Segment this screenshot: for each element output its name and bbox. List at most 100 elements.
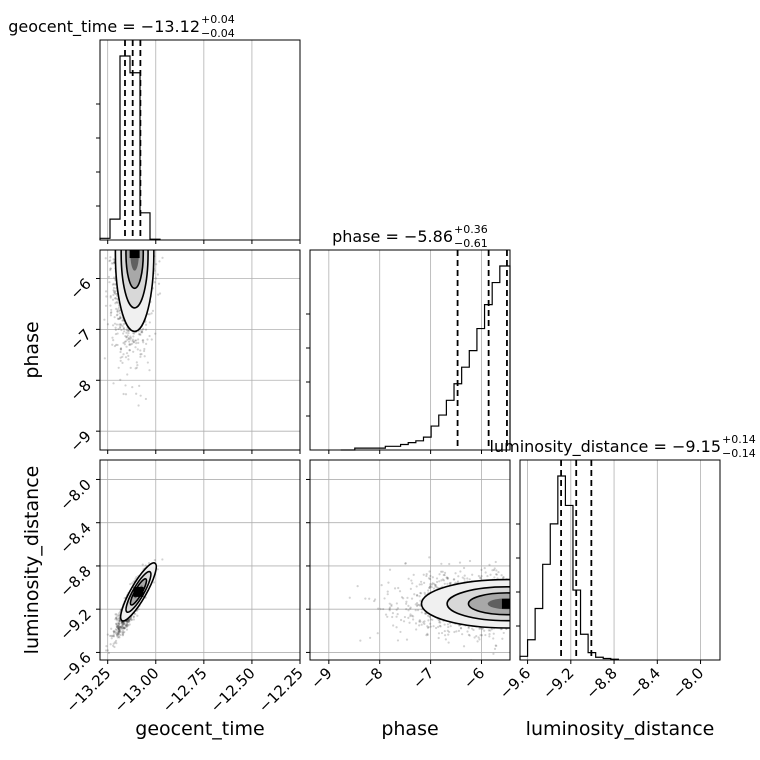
sample-point [117, 627, 120, 630]
sample-point [112, 276, 116, 279]
sample-point [127, 624, 130, 627]
sample-point [428, 570, 431, 573]
sample-point [122, 353, 125, 356]
sample-point [110, 637, 113, 640]
sample-point [492, 632, 495, 635]
sample-point [424, 612, 427, 615]
sample-point [386, 590, 389, 593]
sample-point [117, 633, 120, 637]
sample-point [443, 573, 446, 577]
sample-point [118, 629, 121, 632]
sample-point [438, 621, 441, 624]
panel-title-geocent-time: geocent_time = −13.12 +0.04 −0.04 [8, 13, 235, 40]
sample-point [492, 568, 496, 572]
sample-point [112, 631, 116, 634]
sample-point [388, 568, 392, 571]
sample-point [144, 397, 147, 401]
sample-point [108, 281, 111, 284]
sample-point [447, 633, 450, 636]
sample-point [116, 308, 119, 311]
sample-point [463, 574, 466, 577]
sample-point [396, 613, 399, 616]
sample-point [117, 626, 120, 629]
sample-point [136, 363, 139, 367]
sample-point [137, 608, 140, 611]
sample-point [112, 282, 115, 285]
sample-point [107, 275, 111, 279]
sample-point [115, 623, 118, 626]
sample-point [492, 637, 495, 640]
sample-point [388, 609, 391, 612]
sample-point [117, 627, 120, 630]
sample-point [437, 625, 440, 629]
sample-point [113, 344, 117, 348]
sample-point [446, 576, 450, 580]
sample-point [144, 323, 148, 326]
sample-point [493, 647, 497, 651]
sample-point [122, 627, 125, 630]
sample-point [116, 309, 119, 313]
sample-point [114, 297, 117, 300]
y-tick-label-phase: −9 [66, 427, 94, 455]
sample-point [405, 638, 409, 641]
sample-point [113, 641, 116, 644]
sample-point [118, 629, 121, 633]
x-tick-label-geocent-time: −13.00 [111, 664, 163, 716]
sample-point [114, 326, 117, 329]
sample-point [116, 633, 119, 636]
sample-point [405, 608, 408, 611]
sample-point [462, 645, 466, 648]
sample-point [448, 562, 451, 566]
sample-point [127, 619, 130, 623]
sample-point [416, 594, 419, 597]
sample-point [119, 359, 122, 362]
sample-point [373, 599, 376, 603]
title-name-luminosity-distance: luminosity_distance [490, 437, 649, 457]
sample-point [121, 634, 124, 637]
sample-point [121, 324, 124, 328]
sample-point [430, 583, 434, 586]
sample-point [429, 585, 432, 588]
sample-point [446, 629, 449, 632]
hist-panel-geocent-time [96, 39, 301, 244]
sample-point [108, 634, 112, 637]
sample-point [495, 644, 498, 647]
sample-point [146, 338, 149, 341]
sample-point [154, 332, 157, 335]
sample-point [139, 333, 142, 336]
sample-point [150, 312, 153, 315]
sample-point [114, 639, 118, 642]
sample-point [118, 636, 121, 639]
sample-point [103, 357, 106, 360]
sample-point [420, 583, 423, 586]
y-tick-label-luminosity-distance: −8.8 [56, 562, 94, 600]
sample-point [125, 328, 128, 332]
sample-point [440, 562, 443, 565]
sample-point [117, 631, 121, 634]
sample-point [122, 341, 125, 345]
sample-point [118, 309, 121, 312]
sample-point [403, 615, 407, 619]
sample-point [413, 593, 416, 596]
sample-point [115, 314, 118, 317]
sample-point [379, 607, 382, 611]
sample-point [112, 286, 116, 290]
sample-point [140, 353, 143, 356]
sample-point [428, 578, 432, 581]
sample-point [109, 267, 112, 270]
hist-phase-frame [309, 249, 511, 451]
sample-point [141, 563, 144, 566]
sample-point [423, 581, 426, 584]
sample-point [477, 574, 480, 578]
sample-point [129, 338, 132, 341]
sample-point [453, 630, 456, 634]
x-tick-label-geocent-time: −12.50 [207, 664, 259, 716]
sample-point [117, 621, 120, 624]
sample-point [128, 618, 131, 622]
sample-point [425, 634, 428, 637]
sample-point [132, 350, 135, 353]
density-peak-cell [133, 586, 144, 597]
sample-point [109, 259, 112, 262]
sample-point [119, 626, 122, 629]
sample-point [116, 298, 119, 301]
